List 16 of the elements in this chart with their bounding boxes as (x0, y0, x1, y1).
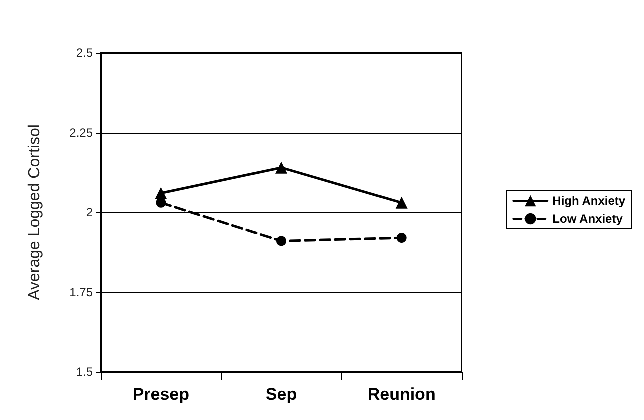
y-tick-label: 2.25 (70, 126, 94, 140)
point (276, 236, 286, 246)
x-tick-label: Presep (132, 385, 190, 404)
x-tick-label: Reunion (368, 385, 436, 404)
y-axis-title: Average Logged Cortisol (26, 124, 44, 300)
y-tick-label: 2.5 (76, 46, 94, 60)
point (396, 233, 407, 244)
x-tick-label: Sep (266, 385, 298, 404)
y-tick-label: 1.5 (76, 365, 94, 379)
y-tick-label: 2 (86, 206, 94, 220)
legend-label: High Anxiety (552, 194, 626, 208)
legend-label: Low Anxiety (552, 212, 624, 226)
point (156, 198, 166, 208)
point (276, 162, 288, 174)
y-tick-label: 1.75 (70, 285, 94, 300)
point (396, 196, 408, 209)
